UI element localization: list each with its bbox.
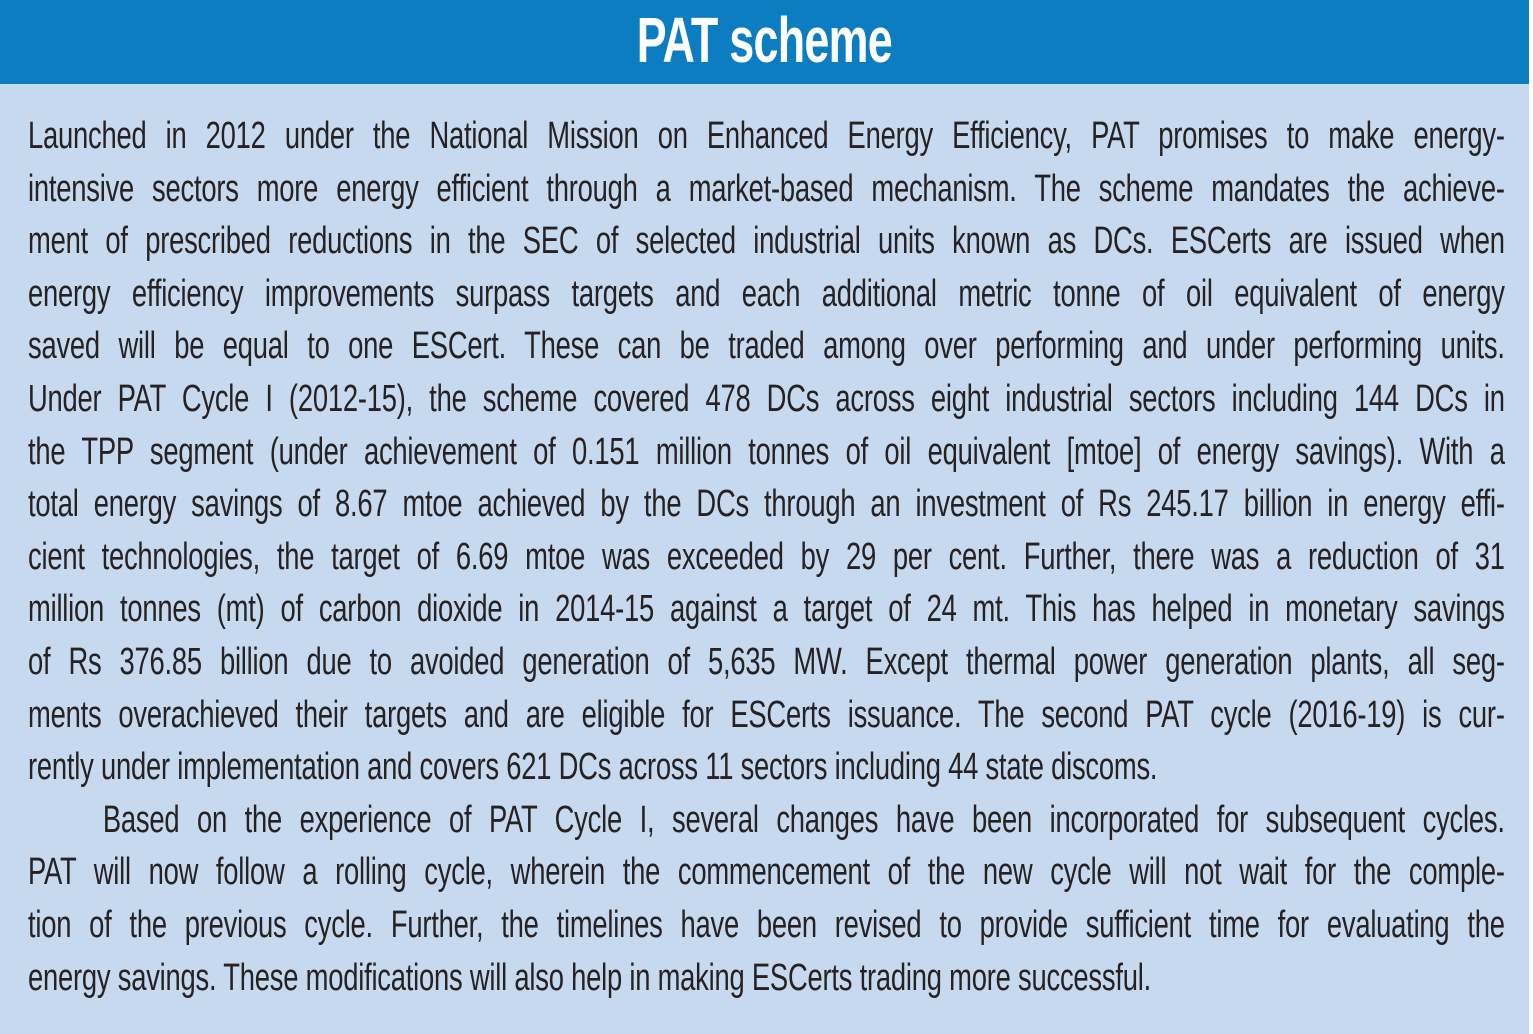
text-line: of Rs 376.85 billion due to avoided gene… bbox=[28, 640, 1505, 683]
text-line: ments overachieved their targets and are… bbox=[28, 693, 1505, 736]
text-line: Launched in 2012 under the National Miss… bbox=[28, 115, 1505, 157]
panel-body: Launched in 2012 under the National Miss… bbox=[0, 84, 1529, 1004]
body-text: Launched in 2012 under the National Miss… bbox=[28, 110, 1505, 1004]
text-line: energy efficiency improvements surpass t… bbox=[28, 272, 1505, 315]
text-line: ment of prescribed reductions in the SEC… bbox=[28, 220, 1505, 263]
text-line: tion of the previous cycle. Further, the… bbox=[28, 903, 1505, 946]
text-line: intensive sectors more energy efficient … bbox=[28, 167, 1505, 210]
text-line: PAT will now follow a rolling cycle, whe… bbox=[28, 851, 1505, 894]
text-line: Based on the experience of PAT Cycle I, … bbox=[102, 798, 1505, 841]
text-line: million tonnes (mt) of carbon dioxide in… bbox=[28, 588, 1505, 631]
text-line: cient technologies, the target of 6.69 m… bbox=[28, 535, 1505, 578]
text-line: saved will be equal to one ESCert. These… bbox=[28, 325, 1505, 368]
panel-header: PAT scheme bbox=[0, 0, 1529, 84]
text-line: energy savings. These modifications will… bbox=[28, 956, 1151, 999]
text-line: Under PAT Cycle I (2012-15), the scheme … bbox=[28, 377, 1505, 420]
text-line: total energy savings of 8.67 mtoe achiev… bbox=[28, 483, 1505, 526]
text-line: the TPP segment (under achievement of 0.… bbox=[28, 430, 1505, 473]
text-line: rently under implementation and covers 6… bbox=[28, 746, 1158, 789]
panel-title: PAT scheme bbox=[636, 4, 893, 76]
